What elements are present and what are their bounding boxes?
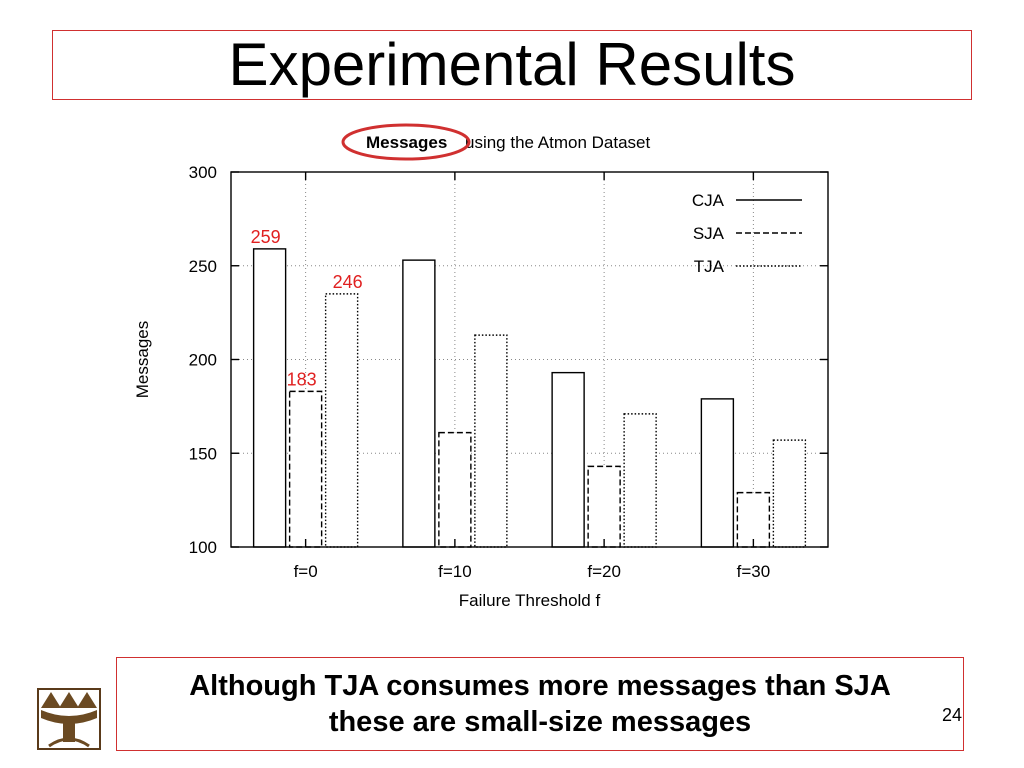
legend-label-tja: TJA [694, 257, 725, 276]
y-tick-label-0: 100 [189, 538, 217, 557]
y-tick-label-2: 200 [189, 351, 217, 370]
y-tick-label-1: 150 [189, 444, 217, 463]
x-tick-label-1: f=10 [438, 562, 472, 581]
data-label-1: 183 [287, 369, 317, 389]
x-tick-label-3: f=30 [737, 562, 771, 581]
x-tick-label-0: f=0 [294, 562, 318, 581]
x-tick-label-2: f=20 [587, 562, 621, 581]
conclusion-line-2: these are small-size messages [328, 706, 752, 738]
bar-tja-1 [474, 334, 508, 548]
highlight-circle [341, 123, 471, 161]
legend-label-cja: CJA [692, 191, 725, 210]
slide-title: Experimental Results [228, 31, 796, 98]
data-label-0: 259 [251, 227, 281, 247]
conclusion-line-1: Although TJA consumes more messages than… [189, 670, 891, 702]
chart-title: using the Atmon Dataset [465, 133, 651, 152]
data-label-2: 246 [333, 272, 363, 292]
bar-tja-3 [772, 439, 807, 548]
legend-label-sja: SJA [693, 224, 725, 243]
chart-title-highlight: Messages [366, 133, 447, 152]
conclusion-box: Although TJA consumes more messages than… [116, 657, 964, 751]
bar-chart: 100 150 200 250 300 f=0 f=10 f=20 f=30 Failure Th… [133, 123, 829, 610]
bar-tja-2 [623, 413, 657, 548]
page-number: 24 [942, 705, 963, 725]
bar-cja-2 [551, 371, 585, 548]
bar-cja-1 [402, 259, 436, 548]
title-box: Experimental Results [52, 30, 972, 100]
x-axis-label: Failure Threshold f [459, 591, 601, 610]
bar-sja-0 [288, 390, 323, 548]
bar-sja-2 [587, 465, 621, 548]
bar-sja-3 [736, 491, 771, 548]
y-axis-label: Messages [133, 321, 152, 398]
bar-tja-0 [324, 293, 359, 548]
y-tick-label-4: 300 [189, 163, 217, 182]
bar-sja-1 [438, 431, 472, 548]
university-logo-icon [37, 688, 101, 750]
bar-cja-0 [252, 248, 287, 548]
bar-cja-3 [700, 398, 735, 548]
y-tick-label-3: 250 [189, 257, 217, 276]
